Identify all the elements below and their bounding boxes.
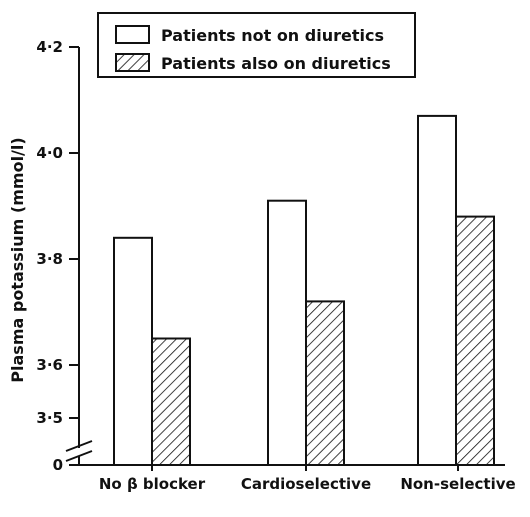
- axis-break-mark: [65, 450, 93, 462]
- bar-diuretics: [305, 300, 345, 466]
- axis-break-mark: [65, 440, 93, 452]
- legend-swatch-open: [115, 25, 150, 44]
- bar-no-diuretics: [113, 236, 153, 466]
- bar-no-diuretics: [417, 114, 457, 467]
- legend-swatch-hatched: [115, 53, 150, 72]
- x-category-label: No β blocker: [99, 475, 206, 493]
- bar-diuretics: [151, 337, 191, 466]
- x-category-label: Non-selective: [400, 475, 515, 493]
- bar-no-diuretics: [267, 199, 307, 466]
- y-axis-label: Plasma potassium (mmol/l): [8, 137, 27, 382]
- y-tick-label: 3·6: [36, 356, 63, 374]
- legend-label-open: Patients not on diuretics: [161, 26, 384, 45]
- y-tick-label: 3·5: [36, 409, 63, 427]
- y-ticks: 0 3·5 3·6 3·8 4·0 4·2: [36, 38, 79, 474]
- legend-label-hatched: Patients also on diuretics: [161, 54, 391, 73]
- x-category-label: Cardioselective: [241, 475, 371, 493]
- y-tick-label: 4·0: [36, 144, 63, 162]
- bar-diuretics: [455, 215, 495, 466]
- y-tick-label: 4·2: [36, 38, 63, 56]
- legend: Patients not on diuretics Patients also …: [97, 12, 416, 78]
- bars: [113, 114, 495, 467]
- y-tick-label: 0: [53, 456, 63, 474]
- x-categories: No β blocker Cardioselective Non-selective: [99, 465, 516, 493]
- y-tick-label: 3·8: [36, 250, 63, 268]
- legend-frame: [97, 12, 416, 78]
- y-axis: [65, 47, 93, 465]
